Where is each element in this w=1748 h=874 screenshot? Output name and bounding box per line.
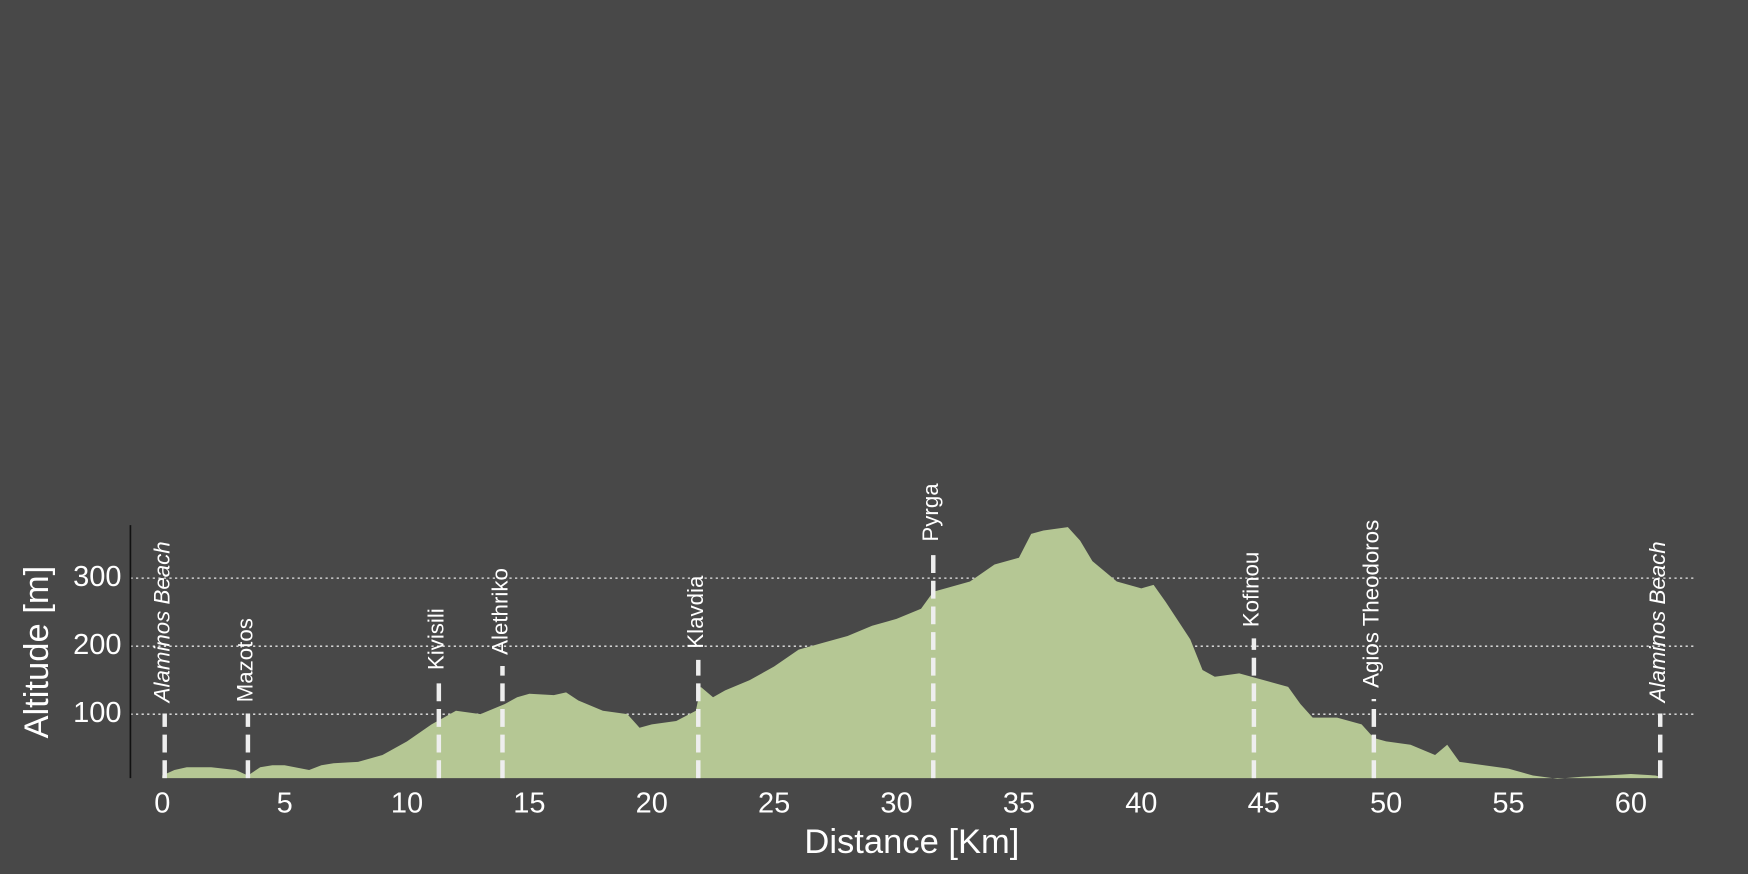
waypoint-label: Kofinou	[1239, 552, 1264, 628]
waypoint-label: Alaminos Beach	[1645, 541, 1670, 704]
waypoint-label: Agios Theodoros	[1359, 520, 1384, 688]
x-tick-label: 20	[636, 788, 668, 820]
x-tick-label: 50	[1370, 788, 1402, 820]
y-tick-label: 200	[73, 629, 121, 661]
x-tick-label: 60	[1615, 788, 1647, 820]
x-tick-label: 40	[1125, 788, 1157, 820]
waypoint-label: Alethriko	[487, 568, 512, 655]
x-tick-label: 10	[391, 788, 423, 820]
x-tick-label: 0	[154, 788, 170, 820]
waypoint-label: Kivisili	[424, 608, 449, 670]
y-tick-label: 100	[73, 697, 121, 729]
waypoint-label: Alaminos Beach	[149, 541, 174, 704]
y-tick-label: 300	[73, 561, 121, 593]
x-axis-title: Distance [Km]	[804, 823, 1019, 861]
waypoint-label: Klavdia	[683, 575, 708, 649]
x-tick-label: 25	[758, 788, 790, 820]
x-tick-label: 35	[1003, 788, 1035, 820]
x-tick-label: 15	[513, 788, 545, 820]
x-tick-label: 5	[277, 788, 293, 820]
waypoint-label: Mazotos	[233, 618, 258, 702]
x-tick-label: 55	[1492, 788, 1524, 820]
x-tick-label: 30	[880, 788, 912, 820]
y-axis-title: Altitude [m]	[18, 566, 56, 739]
elevation-area	[162, 527, 1661, 779]
waypoint-label: Pyrga	[918, 483, 943, 542]
x-tick-label: 45	[1248, 788, 1280, 820]
